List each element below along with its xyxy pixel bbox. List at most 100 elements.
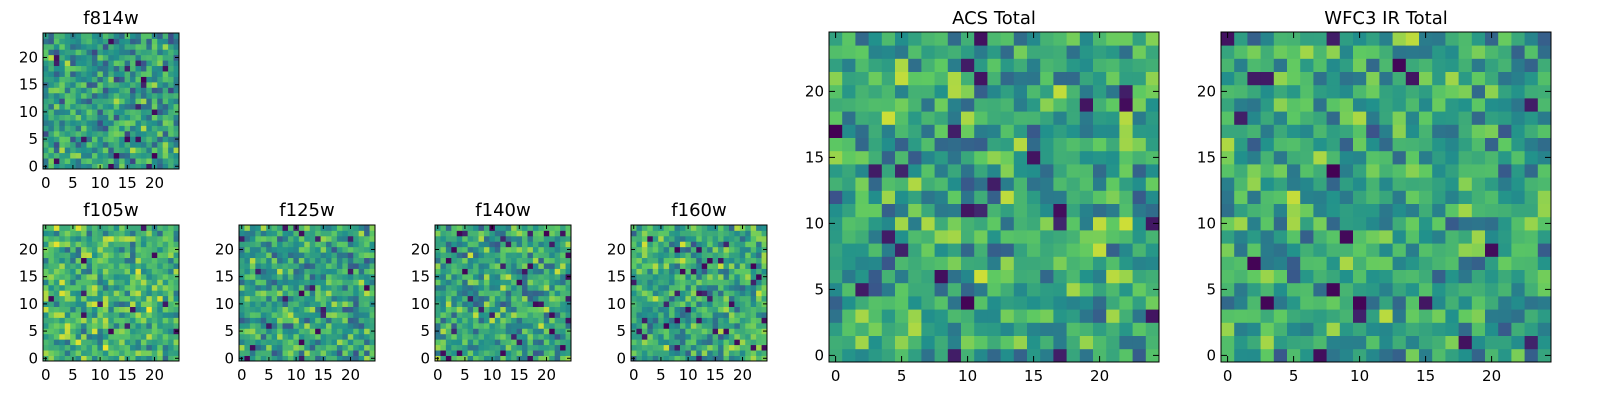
heatmap-cell	[908, 137, 922, 152]
heatmap-cell	[440, 312, 447, 318]
heatmap-cell	[157, 136, 164, 143]
heatmap-cell	[1432, 98, 1446, 112]
heatmap-cell	[1405, 177, 1420, 191]
heatmap-cell	[728, 312, 735, 318]
heatmap-cell	[1458, 335, 1473, 350]
heatmap-cell	[723, 263, 730, 269]
heatmap-cell	[124, 290, 131, 297]
heatmap-cell	[151, 136, 158, 143]
heatmap-cell	[1471, 124, 1486, 138]
heatmap-cell	[500, 355, 507, 362]
heatmap-cell	[456, 225, 463, 231]
heatmap-cell	[1234, 243, 1248, 257]
heatmap-cell	[53, 163, 60, 170]
heatmap-cell	[1132, 243, 1147, 257]
heatmap-cell	[1339, 269, 1354, 284]
heatmap-cell	[358, 246, 365, 253]
heatmap-cell	[921, 269, 935, 284]
x-tick-label: 20	[537, 366, 556, 384]
heatmap-cell	[282, 355, 289, 362]
heatmap-cell	[48, 312, 55, 318]
heatmap-cell	[961, 98, 975, 112]
heatmap-cell	[81, 65, 87, 72]
heatmap-cell	[921, 203, 935, 218]
heatmap-cell	[358, 344, 365, 351]
heatmap-cell	[881, 203, 896, 218]
heatmap-cell	[336, 225, 343, 231]
heatmap-cell	[908, 296, 922, 310]
heatmap-cell	[97, 147, 104, 154]
heatmap-cell	[522, 339, 528, 346]
heatmap-cell	[696, 290, 703, 297]
heatmap-cell	[690, 328, 697, 335]
heatmap-cell	[64, 257, 71, 264]
heatmap-cell	[244, 355, 251, 362]
heatmap-cell	[1524, 256, 1539, 270]
heatmap-cell	[527, 225, 534, 231]
heatmap-cell	[298, 312, 305, 318]
heatmap-cell	[48, 252, 55, 259]
heatmap-cell	[868, 296, 883, 310]
heatmap-cell	[543, 295, 550, 302]
heatmap-cell	[1471, 203, 1486, 218]
heatmap-cell	[745, 225, 752, 231]
heatmap-cell	[353, 333, 360, 340]
heatmap-cell	[712, 230, 719, 237]
heatmap-cell	[59, 235, 66, 242]
heatmap-cell	[53, 328, 60, 335]
heatmap-cell	[868, 216, 883, 231]
heatmap-cell	[868, 309, 883, 323]
heatmap-cell	[113, 65, 120, 72]
heatmap-cell	[467, 284, 474, 291]
heatmap-cell	[440, 241, 447, 248]
heatmap-cell	[511, 284, 517, 291]
heatmap-cell	[146, 136, 153, 143]
heatmap-cell	[868, 32, 883, 46]
heatmap-cell	[146, 158, 153, 164]
heatmap-cell	[70, 279, 77, 286]
heatmap-cell	[369, 333, 376, 340]
heatmap-cell	[124, 152, 131, 159]
x-tick-label: 10	[1350, 367, 1369, 385]
heatmap-cell	[282, 290, 289, 297]
heatmap-cell	[451, 333, 458, 340]
heatmap-cell	[1511, 32, 1525, 46]
heatmap-cell	[75, 333, 82, 340]
x-tick-label: 20	[341, 366, 360, 384]
heatmap-cell	[59, 263, 66, 269]
heatmap-cell	[119, 49, 125, 56]
heatmap-cell	[560, 252, 566, 259]
heatmap-cell	[271, 268, 278, 275]
heatmap-cell	[1498, 164, 1512, 178]
heatmap-cell	[162, 152, 169, 159]
heatmap-cell	[756, 339, 762, 346]
heatmap-cell	[119, 339, 125, 346]
x-tick-label: 20	[733, 366, 752, 384]
heatmap-cell	[451, 328, 458, 335]
heatmap-cell	[669, 263, 675, 269]
heatmap-cell	[538, 317, 545, 324]
heatmap-cell	[151, 306, 158, 313]
heatmap-cell	[266, 317, 273, 324]
heatmap-cell	[70, 328, 77, 335]
heatmap-cell	[718, 328, 724, 335]
heatmap-cell	[1313, 164, 1327, 178]
heatmap-cell	[358, 284, 365, 291]
heatmap-cell	[734, 268, 741, 275]
heatmap-cell	[1339, 58, 1354, 72]
heatmap-cell	[456, 355, 463, 362]
heatmap-cell	[908, 84, 922, 99]
heatmap-cell	[239, 295, 245, 302]
heatmap-cell	[1498, 243, 1512, 257]
heatmap-cell	[358, 306, 365, 313]
heatmap-cell	[157, 279, 164, 286]
heatmap-cell	[91, 306, 98, 313]
heatmap-cell	[516, 279, 523, 286]
heatmap-cell	[293, 263, 300, 269]
heatmap-cell	[1287, 216, 1301, 231]
heatmap-cell	[1419, 269, 1433, 284]
heatmap-cell	[86, 339, 93, 346]
heatmap-cell	[527, 350, 534, 356]
y-tick-label: 10	[19, 295, 38, 313]
heatmap-cell	[679, 268, 686, 275]
